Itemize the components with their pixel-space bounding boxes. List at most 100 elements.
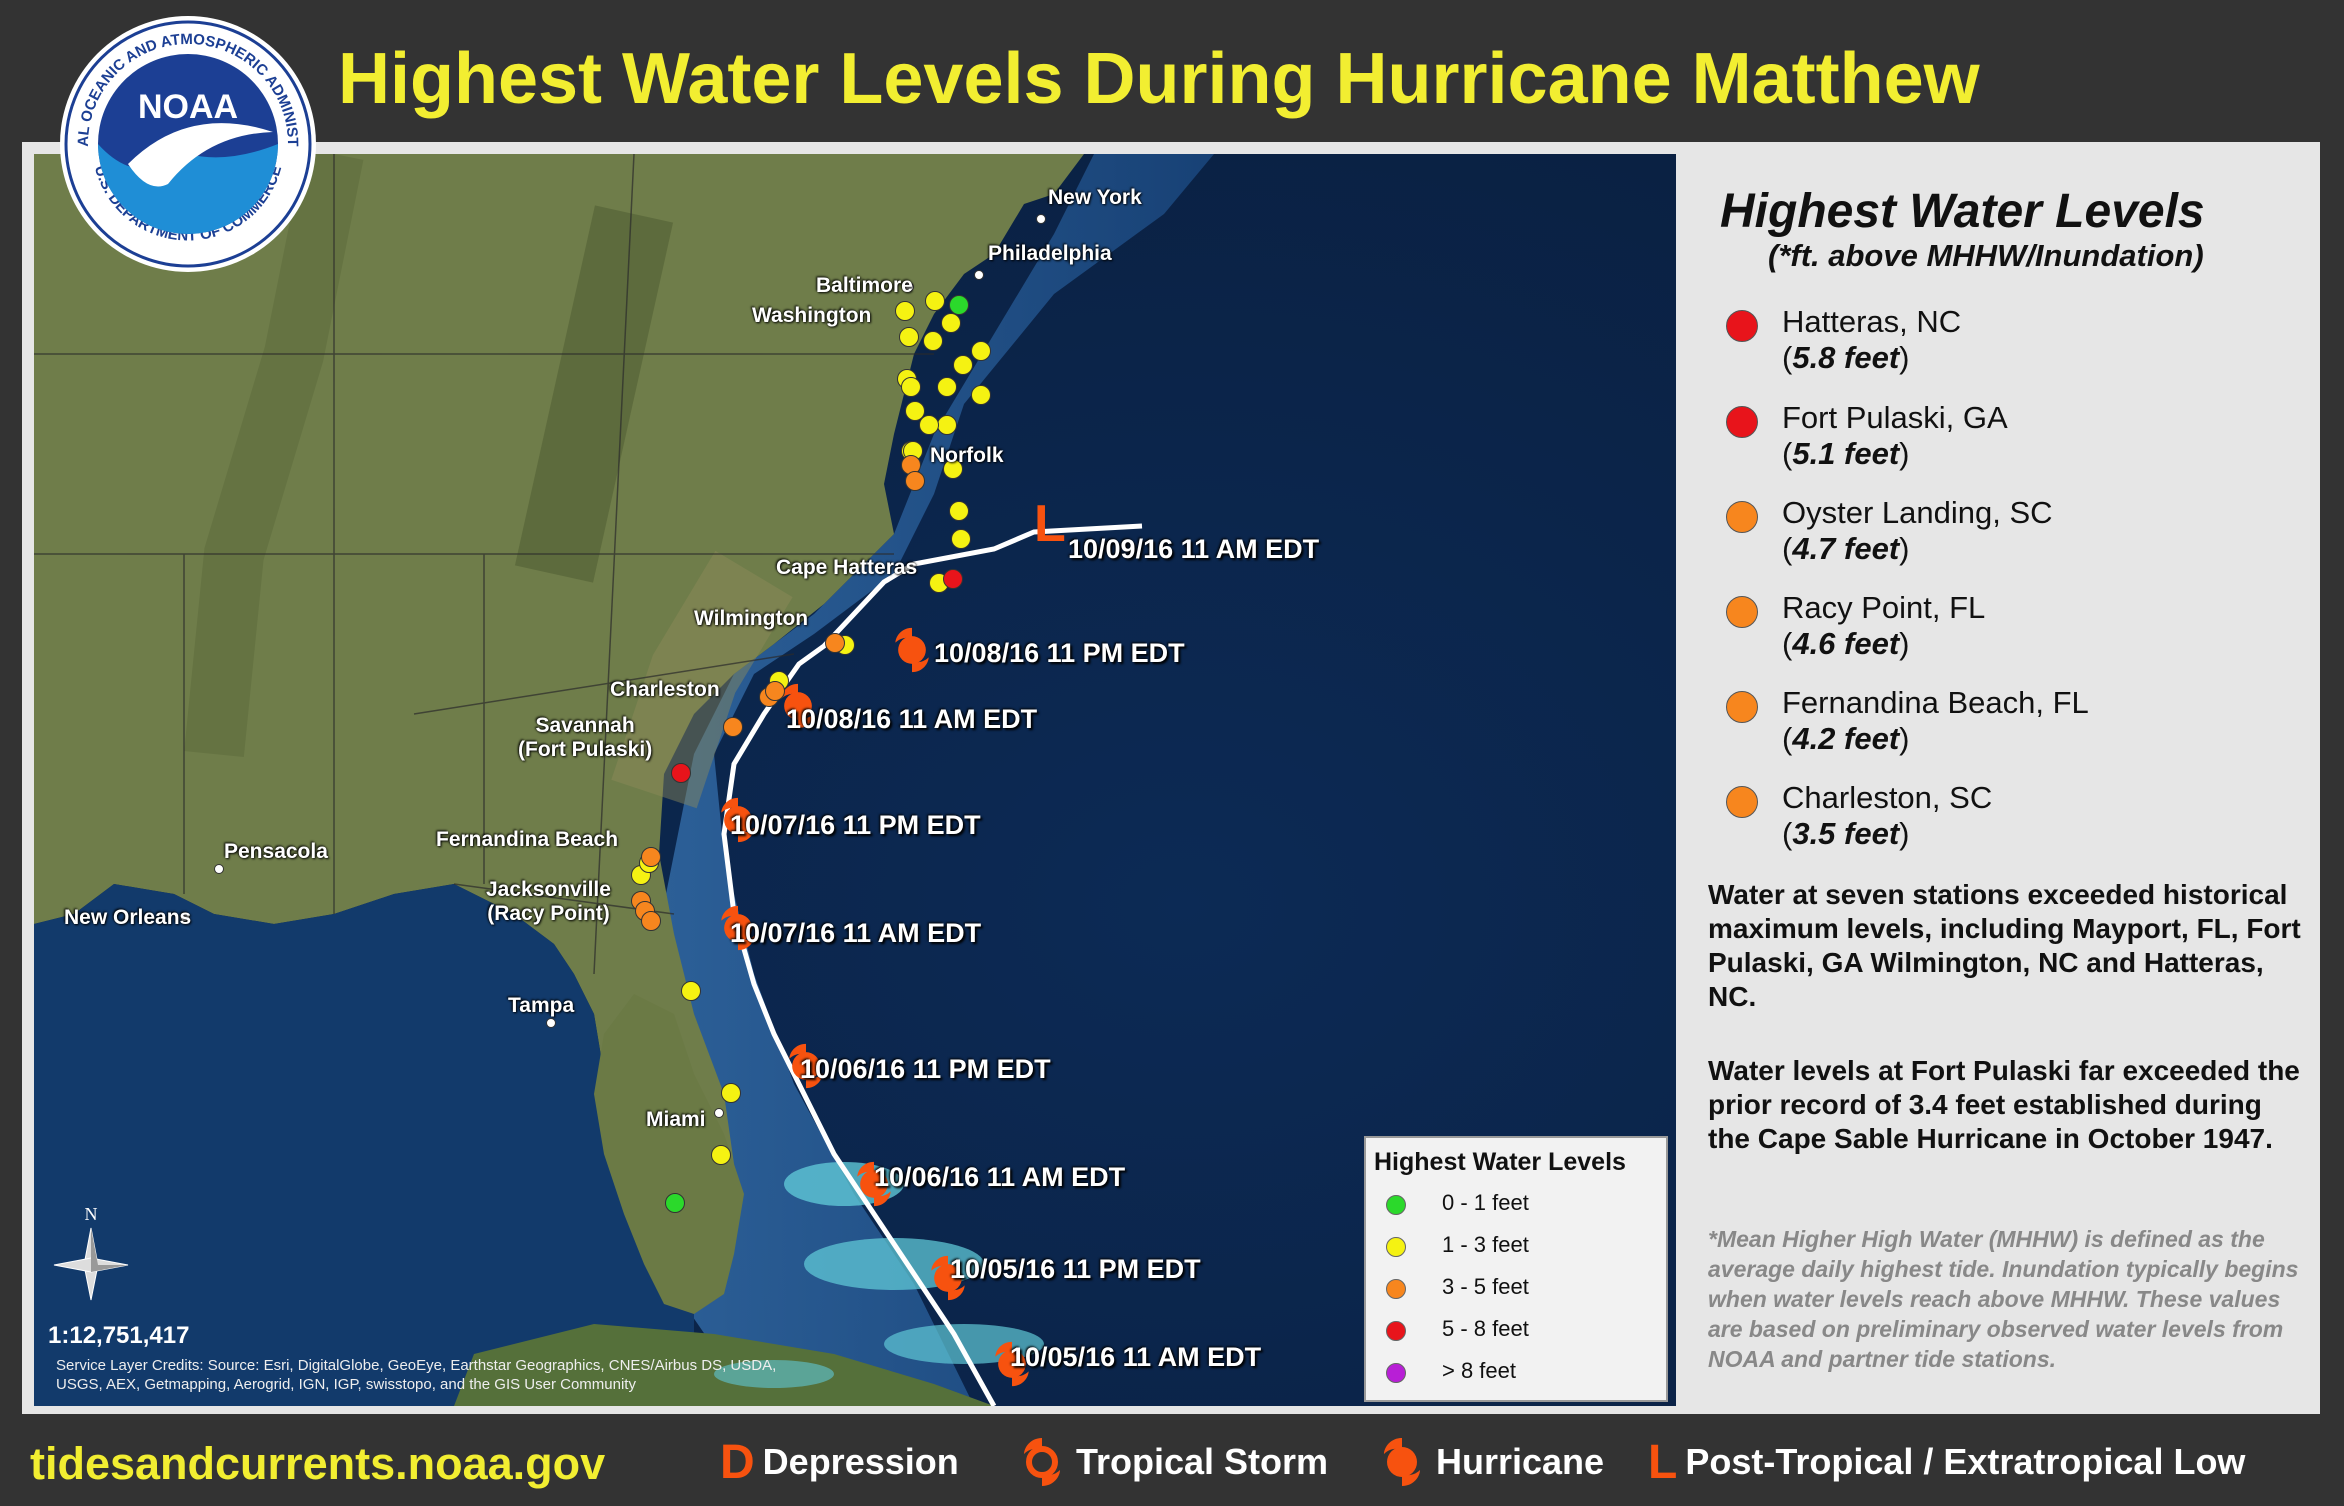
post-tropical-low-marker[interactable]: L: [1034, 495, 1066, 553]
city-label-jacksonville: Jacksonville (Racy Point): [486, 878, 611, 925]
water-level-station-dot[interactable]: [971, 341, 991, 361]
water-level-station-dot[interactable]: [937, 377, 957, 397]
legend-label: 3 - 5 feet: [1442, 1274, 1529, 1299]
water-level-station-dot[interactable]: [905, 471, 925, 491]
water-level-station-dot[interactable]: [905, 401, 925, 421]
legend-swatch: [1386, 1321, 1406, 1341]
water-level-station-dot[interactable]: [949, 501, 969, 521]
hurricane-track-marker: [789, 1043, 823, 1089]
hurricane-track-marker: [895, 627, 929, 673]
water-level-station-dot[interactable]: [641, 911, 661, 931]
water-level-station-dot[interactable]: [953, 355, 973, 375]
footer-legend-label: Hurricane: [1436, 1441, 1605, 1482]
logo-text: NOAA: [138, 88, 238, 126]
water-level-station-dot[interactable]: [943, 459, 963, 479]
water-level-station-dot[interactable]: [895, 301, 915, 321]
page-title: Highest Water Levels During Hurricane Ma…: [338, 39, 1980, 119]
sidebar-subtitle: (*ft. above MHHW/Inundation): [1768, 238, 2204, 273]
city-label-tampa: Tampa: [508, 994, 575, 1017]
water-level-station-dot[interactable]: [899, 327, 919, 347]
legend-swatch: [1386, 1363, 1406, 1383]
water-level-station-dot[interactable]: [951, 529, 971, 549]
water-level-station-dot[interactable]: [665, 1193, 685, 1213]
compass-north-label: N: [85, 1204, 98, 1224]
station-dot: [1726, 786, 1758, 818]
station-name: Fernandina Beach, FL: [1782, 685, 2089, 720]
track-time-label: 10/05/16 11 AM EDT: [1010, 1342, 1262, 1372]
city-label-savannah: Savannah (Fort Pulaski): [518, 714, 653, 761]
station-value: (4.7 feet): [1782, 531, 1910, 566]
map-scale: 1:12,751,417: [48, 1322, 190, 1349]
station-item: Fort Pulaski, GA (5.1 feet): [1726, 400, 2286, 490]
city-marker: [904, 282, 914, 292]
gulf-of-mexico: [34, 884, 694, 1406]
compass-rose-icon: N: [53, 1204, 129, 1301]
water-level-station-dot[interactable]: [925, 291, 945, 311]
water-level-station-dot[interactable]: [825, 633, 845, 653]
station-value: (4.2 feet): [1782, 721, 1910, 756]
water-level-station-dot[interactable]: [943, 569, 963, 589]
track-time-label: 10/08/16 11 AM EDT: [786, 704, 1038, 734]
legend-label: > 8 feet: [1442, 1358, 1517, 1383]
legend-label: 0 - 1 feet: [1442, 1190, 1529, 1215]
city-marker: [714, 1108, 724, 1118]
footer-url-link[interactable]: tidesandcurrents.noaa.gov: [30, 1438, 606, 1489]
station-name: Oyster Landing, SC: [1782, 495, 2053, 530]
footer-legend-hurricane: Hurricane: [1376, 1434, 1604, 1490]
hurricane-track-marker: [781, 683, 815, 729]
legend-label: 5 - 8 feet: [1442, 1316, 1529, 1341]
station-value: (3.5 feet): [1782, 816, 1910, 851]
hurricane-track-marker: [931, 1255, 965, 1301]
water-level-station-dot[interactable]: [711, 1145, 731, 1165]
land-cuba: [454, 1324, 994, 1406]
water-level-station-dot[interactable]: [971, 385, 991, 405]
station-item: Oyster Landing, SC (4.7 feet): [1726, 495, 2286, 585]
map-legend-title: Highest Water Levels: [1374, 1148, 1626, 1176]
track-time-label: 10/07/16 11 AM EDT: [730, 918, 982, 948]
city-marker: [1036, 214, 1046, 224]
water-level-station-dot[interactable]: [923, 331, 943, 351]
water-level-station-dot[interactable]: [765, 681, 785, 701]
depression-symbol: D: [720, 1435, 755, 1489]
water-level-station-dot[interactable]: [723, 717, 743, 737]
track-time-label: 10/06/16 11 AM EDT: [874, 1162, 1126, 1192]
water-level-station-dot[interactable]: [671, 763, 691, 783]
track-time-label: 10/08/16 11 PM EDT: [934, 638, 1185, 668]
city-label-new-orleans: New Orleans: [64, 906, 192, 929]
city-label-wilmington: Wilmington: [694, 607, 809, 630]
water-level-station-dot[interactable]: [919, 415, 939, 435]
water-level-station-dot[interactable]: [941, 313, 961, 333]
hurricane-track-marker: [721, 797, 755, 843]
footer-legend-label: Tropical Storm: [1076, 1441, 1329, 1482]
water-level-station-dot[interactable]: [721, 1083, 741, 1103]
map-view[interactable]: L New York Philadelphia Baltimore Washin…: [34, 154, 1676, 1406]
sidebar: Highest Water Levels (*ft. above MHHW/In…: [1690, 154, 2314, 1406]
water-level-station-dot[interactable]: [949, 295, 969, 315]
noaa-logo: NATIONAL OCEANIC AND ATMOSPHERIC ADMINIS…: [58, 14, 316, 272]
hurricane-track-marker: [995, 1341, 1029, 1387]
water-level-station-dot[interactable]: [901, 377, 921, 397]
station-name: Racy Point, FL: [1782, 590, 1986, 625]
sidebar-paragraph-1: Water at seven stations exceeded histori…: [1708, 879, 2301, 1012]
hurricane-track-marker: [721, 905, 755, 951]
sidebar-footnote: *Mean Higher High Water (MHHW) is define…: [1708, 1226, 2299, 1372]
city-label-new-york: New York: [1048, 186, 1142, 209]
city-label-pensacola: Pensacola: [224, 840, 328, 863]
station-value: (5.8 feet): [1782, 340, 1910, 375]
hurricane-track-marker: [857, 1161, 891, 1207]
city-marker: [214, 864, 224, 874]
footer-legend-tropical-storm: Tropical Storm: [1016, 1434, 1328, 1490]
water-level-station-dot[interactable]: [681, 981, 701, 1001]
footer-legend-post-tropical: L Post-Tropical / Extratropical Low: [1648, 1434, 2245, 1490]
city-marker: [180, 912, 190, 922]
city-label-miami: Miami: [646, 1108, 706, 1131]
water-level-station-dot[interactable]: [641, 847, 661, 867]
hurricane-icon: [1384, 1438, 1420, 1486]
station-item: Charleston, SC (3.5 feet): [1726, 780, 2286, 870]
footer-legend-label: Depression: [762, 1441, 959, 1482]
footer-legend-label: Post-Tropical / Extratropical Low: [1685, 1441, 2246, 1482]
station-dot: [1726, 310, 1758, 342]
city-label-baltimore: Baltimore: [816, 274, 913, 297]
water-level-station-dot[interactable]: [937, 415, 957, 435]
sidebar-paragraph-2: Water levels at Fort Pulaski far exceede…: [1708, 1055, 2300, 1154]
